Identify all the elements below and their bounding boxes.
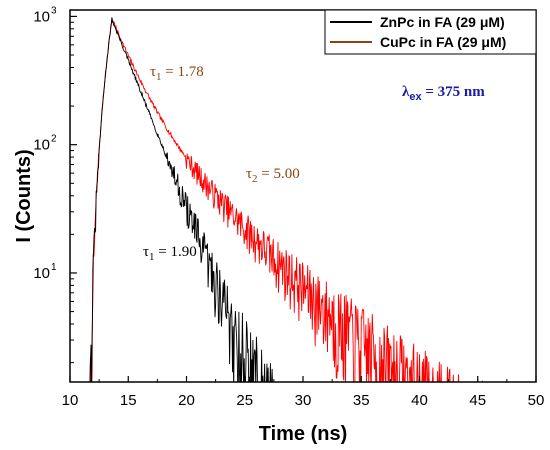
x-tick-label: 30 bbox=[295, 392, 312, 409]
y-tick-label: 10 bbox=[33, 137, 50, 154]
y-tick-label: 10 bbox=[33, 265, 50, 282]
x-axis: 10 15 20 25 30 35 40 45 50 bbox=[62, 376, 545, 409]
y-tick-exponent: 1 bbox=[51, 262, 57, 273]
x-tick-label: 45 bbox=[469, 392, 486, 409]
y-axis-label: I (Counts) bbox=[13, 149, 35, 242]
annotation-4: λex = 375 nm bbox=[402, 84, 485, 103]
legend-label-cu: CuPc in FA (29 μM) bbox=[380, 34, 506, 50]
annotations: τ1 = 1.78 τ2 = 5.00 τ1 = 1.90 λex = 375 nm bbox=[143, 64, 485, 263]
series-znpc-line bbox=[89, 17, 273, 382]
x-axis-label: Time (ns) bbox=[259, 423, 348, 445]
series-cupc-line bbox=[89, 18, 483, 382]
x-tick-label: 20 bbox=[178, 392, 195, 409]
x-tick-label: 10 bbox=[62, 392, 79, 409]
x-tick-label: 25 bbox=[236, 392, 253, 409]
plot-frame bbox=[69, 9, 537, 383]
x-tick-label: 35 bbox=[353, 392, 370, 409]
annotation-2: τ2 = 5.00 bbox=[246, 166, 300, 185]
y-tick-exponent: 3 bbox=[51, 5, 57, 16]
legend: ZnPc in FA (29 μM) CuPc in FA (29 μM) bbox=[324, 9, 537, 55]
series-layer bbox=[89, 17, 483, 382]
x-tick-label: 50 bbox=[528, 392, 545, 409]
x-tick-label: 40 bbox=[411, 392, 428, 409]
annotation-1: τ1 = 1.78 bbox=[150, 64, 204, 83]
annotation-3: τ1 = 1.90 bbox=[143, 244, 197, 263]
y-tick-exponent: 2 bbox=[51, 134, 57, 145]
x-tick-label: 15 bbox=[120, 392, 137, 409]
legend-box bbox=[324, 9, 537, 55]
legend-label-zn: ZnPc in FA (29 μM) bbox=[380, 14, 505, 30]
y-tick-label: 10 bbox=[33, 8, 50, 25]
